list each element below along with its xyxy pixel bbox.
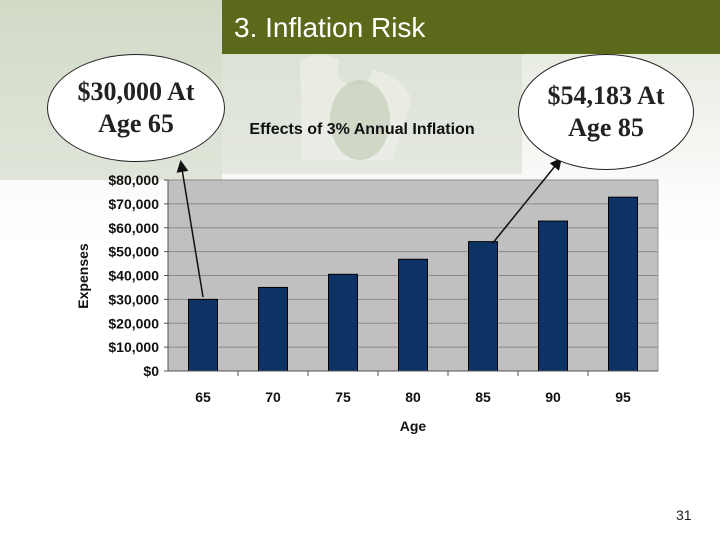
callout-age-65: $30,000 At Age 65 xyxy=(47,54,225,162)
slide-title: 3. Inflation Risk xyxy=(234,12,426,43)
x-axis-tick-labels: 65 70 75 80 85 90 95 xyxy=(195,371,631,405)
bar-age-70 xyxy=(258,286,288,372)
y-tick-label: $60,000 xyxy=(108,220,159,236)
x-tick-label: 80 xyxy=(405,389,421,405)
x-tick-label: 65 xyxy=(195,389,211,405)
bar-age-75 xyxy=(328,273,358,372)
bar-age-90 xyxy=(538,220,568,372)
y-tick-label: $20,000 xyxy=(108,315,159,331)
y-tick-label: $80,000 xyxy=(108,172,159,188)
y-tick-label: $0 xyxy=(143,363,159,379)
y-axis-label: Expenses xyxy=(75,243,91,309)
x-tick-label: 70 xyxy=(265,389,281,405)
y-tick-label: $70,000 xyxy=(108,196,159,212)
x-tick-label: 90 xyxy=(545,389,561,405)
bars xyxy=(188,196,638,372)
chart-title: Effects of 3% Annual Inflation xyxy=(249,121,474,138)
x-tick-label: 95 xyxy=(615,389,631,405)
callout-age-85: $54,183 At Age 85 xyxy=(518,54,694,170)
y-tick-label: $50,000 xyxy=(108,244,159,260)
x-axis-label: Age xyxy=(400,418,427,434)
right-callout-arrow xyxy=(491,157,562,245)
y-axis-tick-labels: $0 $10,000 $20,000 $30,000 $40,000 $50,000 $60… xyxy=(108,172,168,379)
y-tick-label: $10,000 xyxy=(108,339,159,355)
x-tick-label: 85 xyxy=(475,389,491,405)
bar-age-65 xyxy=(188,298,218,372)
slide-number: 31 xyxy=(676,507,692,523)
bar-age-80 xyxy=(398,258,428,372)
y-tick-label: $30,000 xyxy=(108,291,159,307)
bar-age-85 xyxy=(468,241,498,372)
title-bar xyxy=(222,0,720,54)
bar-age-95 xyxy=(608,196,638,372)
y-tick-label: $40,000 xyxy=(108,268,159,284)
left-callout-arrow xyxy=(176,160,204,298)
x-tick-label: 75 xyxy=(335,389,351,405)
